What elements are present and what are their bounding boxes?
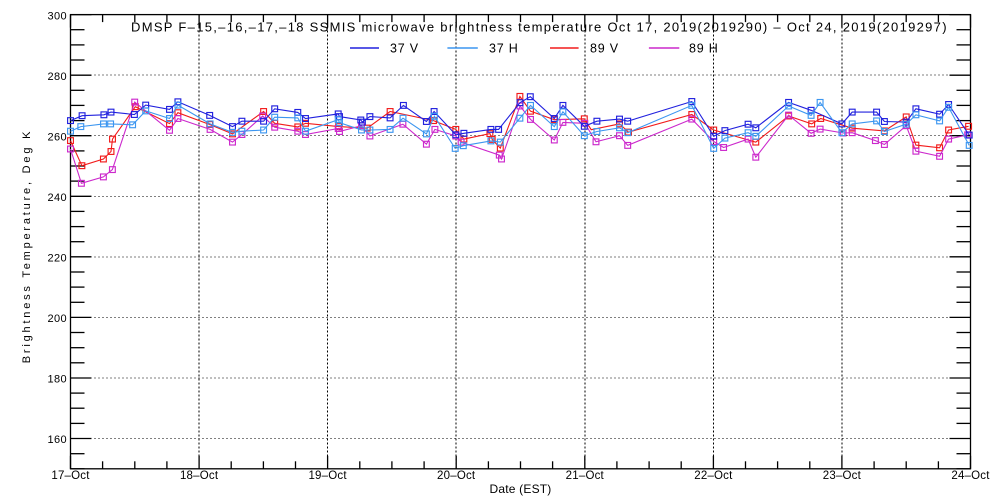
svg-text:89 H: 89 H [689, 41, 719, 55]
svg-text:280: 280 [47, 71, 67, 83]
svg-text:19–Oct: 19–Oct [308, 470, 347, 482]
svg-text:300: 300 [47, 10, 67, 22]
svg-text:DMSP F–15,–16,–17,–18 SSMIS mi: DMSP F–15,–16,–17,–18 SSMIS microwave br… [131, 20, 948, 35]
svg-text:20–Oct: 20–Oct [437, 470, 476, 482]
svg-text:18–Oct: 18–Oct [180, 470, 219, 482]
svg-text:240: 240 [47, 192, 67, 204]
svg-text:260: 260 [47, 131, 67, 143]
svg-text:160: 160 [47, 434, 67, 446]
svg-text:22–Oct: 22–Oct [694, 470, 733, 482]
svg-text:200: 200 [47, 313, 67, 325]
svg-text:24–Oct: 24–Oct [951, 470, 990, 482]
svg-text:Brightness Temperature, Deg K: Brightness Temperature, Deg K [21, 129, 33, 363]
svg-text:23–Oct: 23–Oct [823, 470, 862, 482]
svg-text:17–Oct: 17–Oct [51, 470, 90, 482]
svg-text:Date (EST): Date (EST) [489, 482, 551, 496]
svg-text:220: 220 [47, 253, 67, 265]
svg-text:21–Oct: 21–Oct [566, 470, 605, 482]
svg-text:37 V: 37 V [390, 41, 419, 55]
svg-text:37 H: 37 H [489, 41, 519, 55]
svg-text:89 V: 89 V [590, 41, 619, 55]
svg-text:180: 180 [47, 374, 67, 386]
